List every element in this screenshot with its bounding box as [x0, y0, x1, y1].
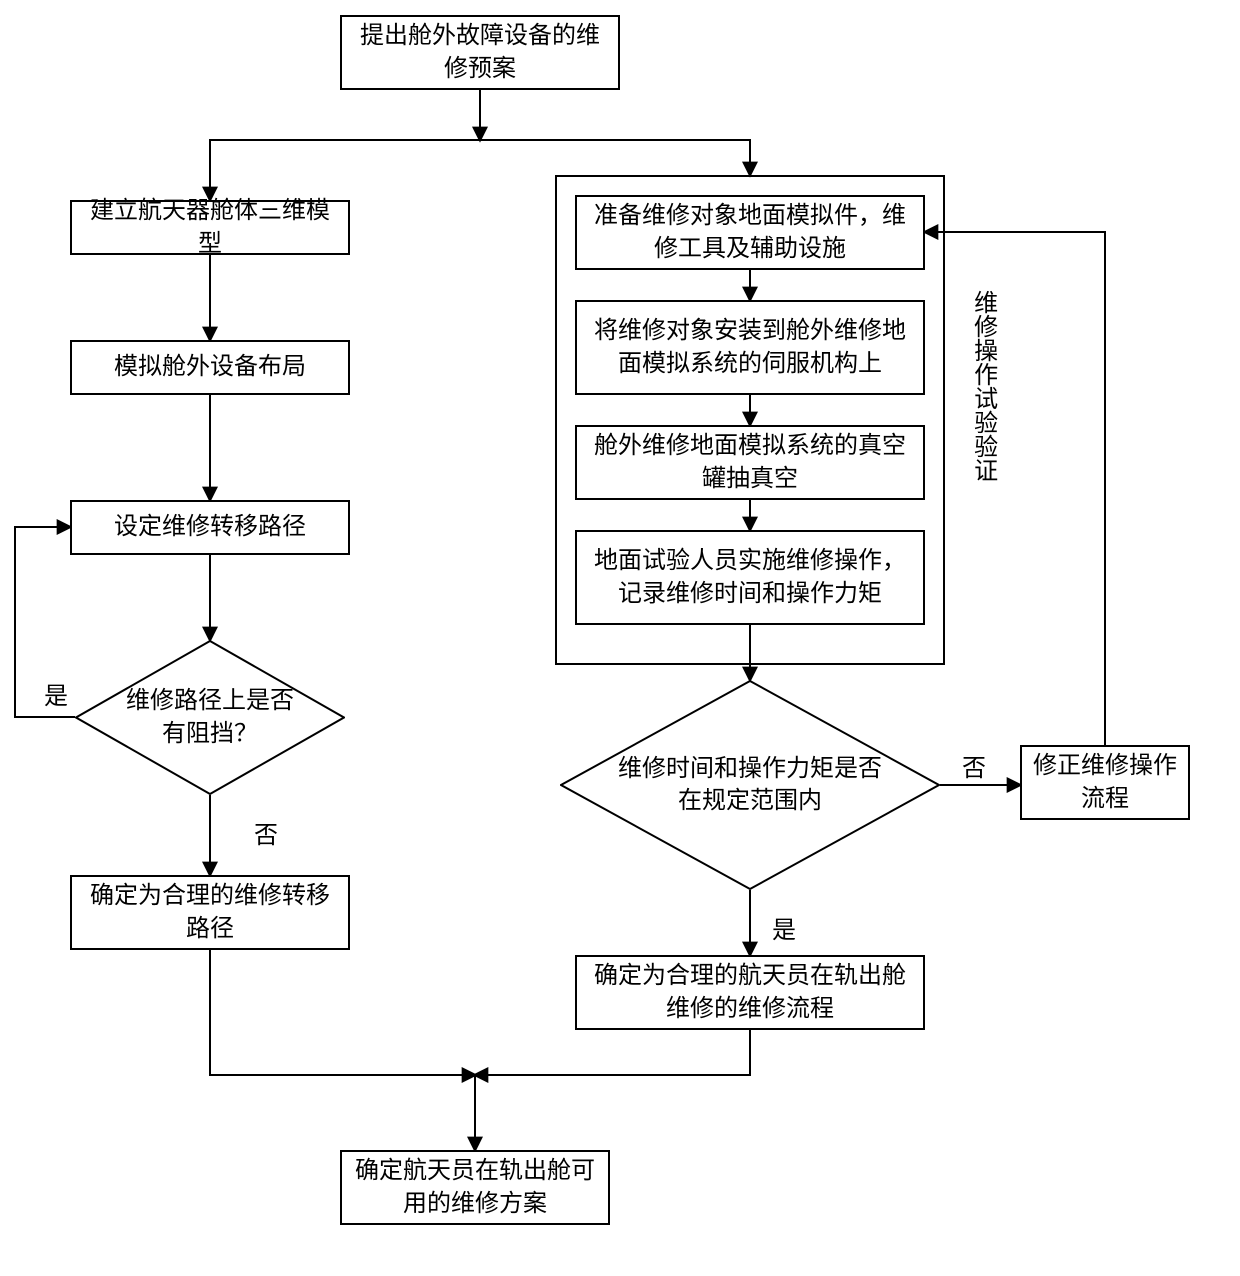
node-label: 模拟舱外设备布局	[114, 351, 306, 383]
edge-label: 是	[770, 910, 798, 945]
decision-ldec: 维修路径上是否有阻挡？	[75, 640, 345, 795]
edge-label: 否	[252, 815, 280, 850]
edge-rfix-rgroup	[925, 232, 1105, 745]
node-label: 将维修对象安装到舱外维修地面模拟系统的伺服机构上	[587, 315, 913, 380]
edge-label: 否	[960, 748, 988, 783]
node-r2: 将维修对象安装到舱外维修地面模拟系统的伺服机构上	[575, 300, 925, 395]
node-r4: 地面试验人员实施维修操作，记录维修时间和操作力矩	[575, 530, 925, 625]
node-r1: 准备维修对象地面模拟件，维修工具及辅助设施	[575, 195, 925, 270]
node-l3: 设定维修转移路径	[70, 500, 350, 555]
node-r3: 舱外维修地面模拟系统的真空罐抽真空	[575, 425, 925, 500]
node-rfix: 修正维修操作流程	[1020, 745, 1190, 820]
edge-r5-end-join	[475, 1030, 750, 1075]
edge-l4-end-join	[210, 950, 475, 1075]
node-end: 确定航天员在轨出舱可用的维修方案	[340, 1150, 610, 1225]
node-label: 修正维修操作流程	[1032, 750, 1178, 815]
node-label: 准备维修对象地面模拟件，维修工具及辅助设施	[587, 200, 913, 265]
flowchart-canvas: 提出舱外故障设备的维修预案建立航天器舱体三维模型模拟舱外设备布局设定维修转移路径…	[0, 0, 1240, 1276]
node-label: 确定为合理的航天员在轨出舱维修的维修流程	[587, 960, 913, 1025]
node-label: 确定为合理的维修转移路径	[82, 880, 338, 945]
decision-label: 维修路径上是否有阻挡？	[116, 685, 305, 750]
edge-split-l1	[210, 140, 480, 200]
decision-label: 维修时间和操作力矩是否在规定范围内	[617, 753, 883, 818]
node-label: 建立航天器舱体三维模型	[82, 195, 338, 260]
node-label: 地面试验人员实施维修操作，记录维修时间和操作力矩	[587, 545, 913, 610]
decision-rdec: 维修时间和操作力矩是否在规定范围内	[560, 680, 940, 890]
node-label: 设定维修转移路径	[114, 511, 306, 543]
node-l2: 模拟舱外设备布局	[70, 340, 350, 395]
node-start: 提出舱外故障设备的维修预案	[340, 15, 620, 90]
node-l4: 确定为合理的维修转移路径	[70, 875, 350, 950]
node-l1: 建立航天器舱体三维模型	[70, 200, 350, 255]
node-r5: 确定为合理的航天员在轨出舱维修的维修流程	[575, 955, 925, 1030]
node-label: 确定航天员在轨出舱可用的维修方案	[352, 1155, 598, 1220]
edge-split-rgroup	[480, 140, 750, 175]
edge-label: 是	[42, 676, 70, 711]
node-label: 舱外维修地面模拟系统的真空罐抽真空	[587, 430, 913, 495]
node-label: 提出舱外故障设备的维修预案	[352, 20, 608, 85]
side-label: 维修操作试验验证	[965, 290, 999, 482]
